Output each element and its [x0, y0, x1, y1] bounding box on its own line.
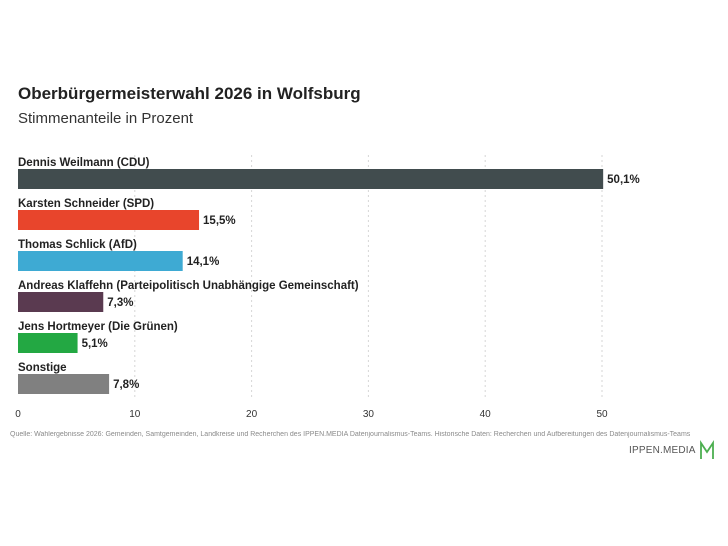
data-label: 7,3%: [107, 297, 133, 309]
bar: [18, 333, 78, 353]
x-tick-label: 10: [129, 409, 141, 420]
data-label: 14,1%: [187, 256, 220, 268]
x-tick-label: 20: [246, 409, 258, 420]
data-label: 7,8%: [113, 379, 139, 391]
x-tick-label: 40: [480, 409, 492, 420]
data-label: 50,1%: [607, 174, 640, 186]
category-label: Jens Hortmeyer (Die Grünen): [18, 321, 178, 333]
logo-text: IPPEN.MEDIA: [629, 444, 696, 456]
chart-subtitle: Stimmenanteile in Prozent: [18, 110, 194, 127]
data-label: 15,5%: [203, 215, 236, 227]
category-label: Thomas Schlick (AfD): [18, 239, 137, 251]
ippen-media-m-logo-icon: [699, 440, 714, 459]
source-note: Quelle: Wahlergebnisse 2026: Gemeinden, …: [10, 431, 691, 438]
publisher-logo: IPPEN.MEDIA: [629, 440, 715, 460]
category-label: Andreas Klaffehn (Parteipolitisch Unabhä…: [18, 280, 359, 292]
bar: [18, 210, 200, 230]
category-label: Dennis Weilmann (CDU): [18, 157, 150, 169]
chart-title: Oberbürgermeisterwahl 2026 in Wolfsburg: [18, 84, 361, 103]
data-label: 5,1%: [82, 338, 108, 350]
bar: [18, 374, 110, 394]
category-label: Sonstige: [18, 362, 67, 374]
x-tick-label: 30: [363, 409, 375, 420]
bar: [18, 251, 183, 271]
category-label: Karsten Schneider (SPD): [18, 198, 154, 210]
x-tick-label: 0: [15, 409, 21, 420]
bar: [18, 292, 104, 312]
bar: [18, 169, 604, 189]
x-tick-label: 50: [596, 409, 608, 420]
bar-chart: Dennis Weilmann (CDU) 50,1% Karsten Schnei…: [15, 155, 640, 420]
